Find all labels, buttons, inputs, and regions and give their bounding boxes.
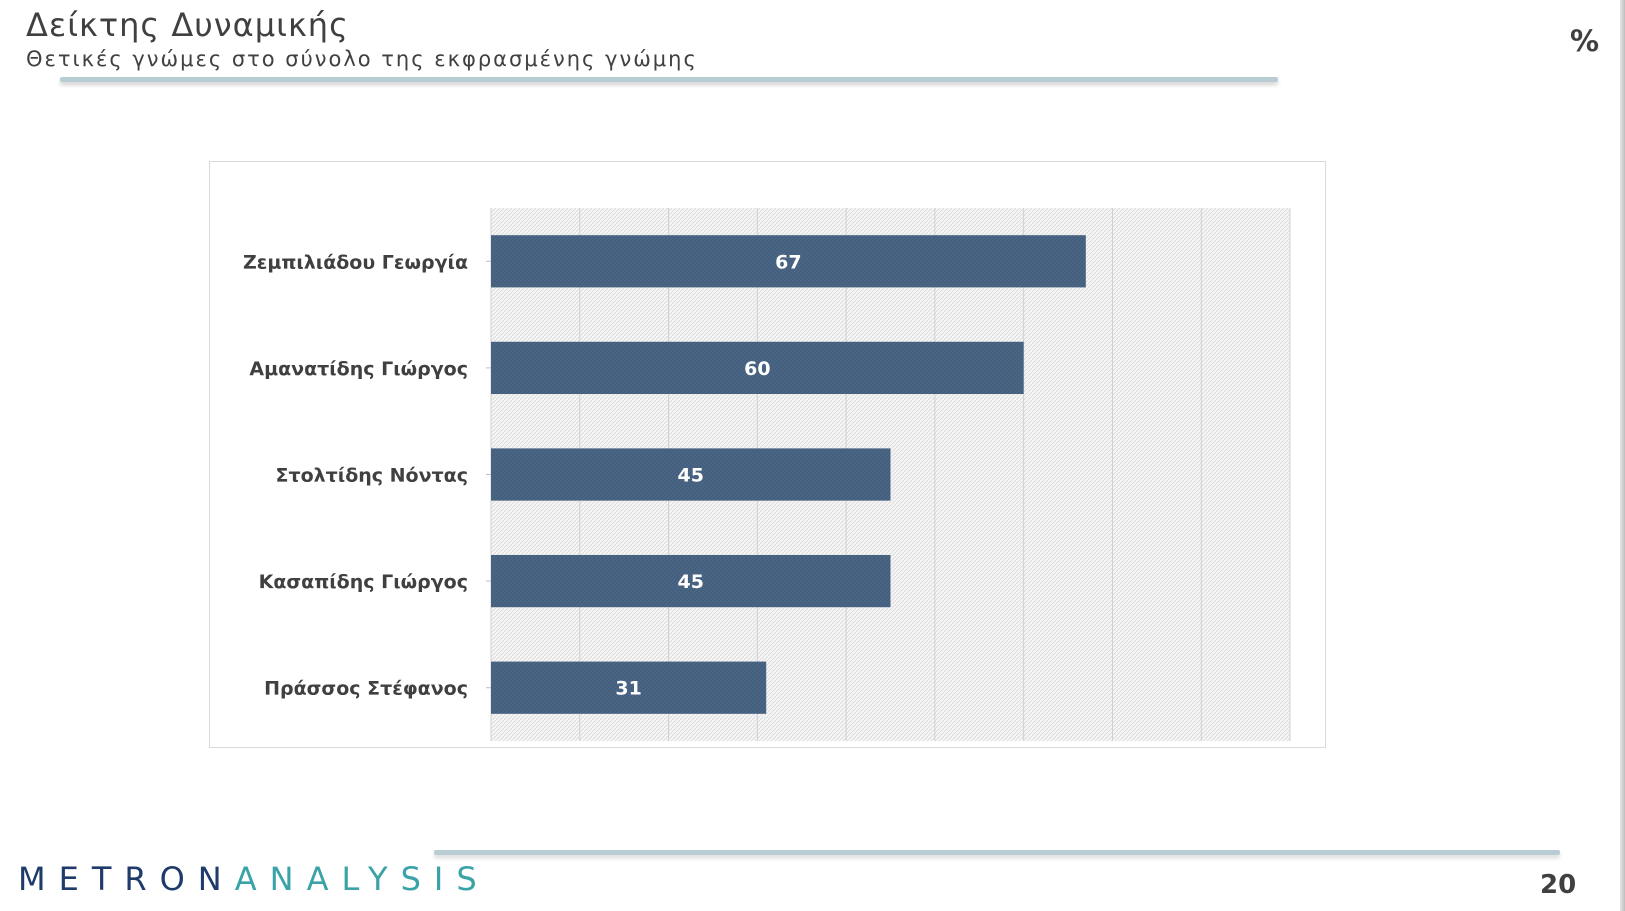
page-title: Δείκτης Δυναμικής [26, 6, 349, 44]
category-label: Αμανατίδης Γιώργος [249, 358, 468, 380]
unit-label: % [1570, 24, 1600, 58]
logo-part-analysis: ANALYSIS [234, 860, 490, 898]
category-label: Πράσσος Στέφανος [264, 678, 468, 700]
data-label: 67 [775, 251, 801, 273]
header-divider [60, 77, 1278, 82]
bar [491, 235, 1086, 288]
bar [491, 661, 767, 714]
category-label: Στολτίδης Νόντας [275, 465, 468, 487]
logo-part-metron: METRON [18, 860, 235, 898]
data-label: 45 [678, 571, 704, 593]
bar [491, 341, 1024, 395]
bar [491, 448, 891, 501]
category-label: Ζεμπιλιάδου Γεωργία [243, 251, 468, 273]
bar [491, 554, 891, 608]
data-label: 31 [615, 678, 641, 700]
page-number: 20 [1540, 870, 1577, 900]
bars-group: Ζεμπιλιάδου Γεωργία 67 Αμανατίδης Γιώργος 6… [243, 235, 1086, 714]
page-subtitle: Θετικές γνώμες στο σύνολο της εκφρασμένη… [26, 47, 698, 71]
slide-right-edge [1620, 0, 1625, 911]
metron-analysis-logo: METRONANALYSIS [18, 860, 490, 898]
data-label: 60 [744, 358, 770, 380]
footer-divider [434, 850, 1560, 855]
category-label: Κασαπίδης Γιώργος [259, 571, 468, 593]
data-label: 45 [678, 465, 704, 487]
